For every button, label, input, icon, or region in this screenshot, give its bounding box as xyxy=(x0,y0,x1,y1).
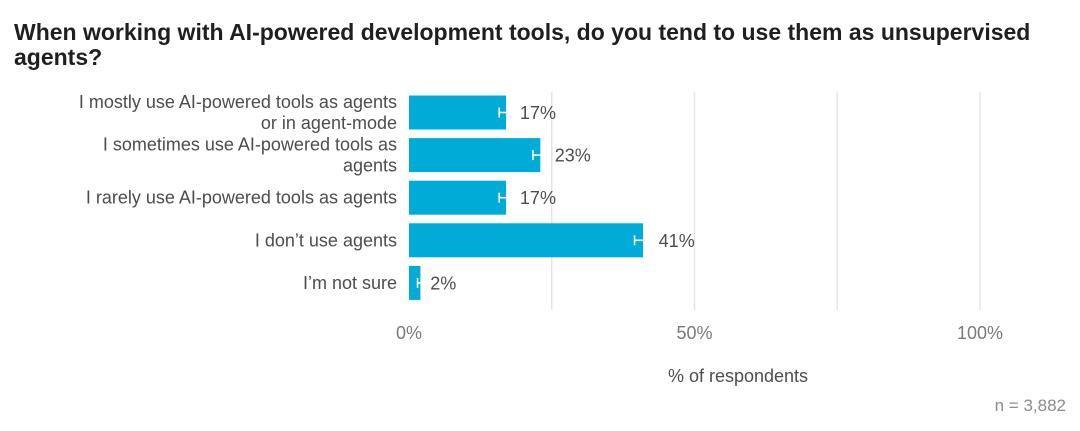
bar-1 xyxy=(409,138,541,173)
category-label-line: I rarely use AI-powered tools as agents xyxy=(86,188,397,208)
category-label-line: I’m not sure xyxy=(303,273,397,293)
category-label-line: I don’t use agents xyxy=(255,230,397,250)
sample-size-note: n = 3,882 xyxy=(994,396,1066,415)
category-label-line: or in agent-mode xyxy=(261,113,397,133)
category-label-0: I mostly use AI-powered tools as agents o… xyxy=(79,92,397,133)
category-label-4: I’m not sure xyxy=(303,273,397,293)
chart-title: When working with AI-powered development… xyxy=(14,19,1031,70)
category-label-2: I rarely use AI-powered tools as agents xyxy=(86,188,397,208)
x-tick-label-2: 100% xyxy=(957,323,1003,343)
bar-4 xyxy=(409,265,421,300)
value-label-4: 2% xyxy=(430,273,456,293)
value-label-2: 17% xyxy=(520,188,556,208)
x-tick-label-1: 50% xyxy=(676,323,712,343)
bar-2 xyxy=(409,180,507,215)
bar-3 xyxy=(409,223,644,258)
value-labels: 17% 23% 17% 41% 2% xyxy=(430,103,694,293)
category-label-line: I mostly use AI-powered tools as agents xyxy=(79,92,397,112)
bar-0 xyxy=(409,95,507,130)
gridlines xyxy=(551,92,981,310)
category-label-line: agents xyxy=(343,156,397,176)
category-labels: I mostly use AI-powered tools as agents o… xyxy=(79,92,397,293)
x-axis-label: % of respondents xyxy=(668,366,808,386)
x-ticks: 0% 50% 100% xyxy=(396,323,1003,343)
category-label-line: I sometimes use AI-powered tools as xyxy=(103,135,397,155)
value-label-3: 41% xyxy=(659,231,695,251)
x-tick-label-0: 0% xyxy=(396,323,422,343)
category-label-1: I sometimes use AI-powered tools as agent… xyxy=(103,135,397,176)
value-label-1: 23% xyxy=(555,146,591,166)
category-label-3: I don’t use agents xyxy=(255,230,397,250)
value-label-0: 17% xyxy=(520,103,556,123)
bars xyxy=(409,95,644,300)
error-bars xyxy=(416,107,653,288)
